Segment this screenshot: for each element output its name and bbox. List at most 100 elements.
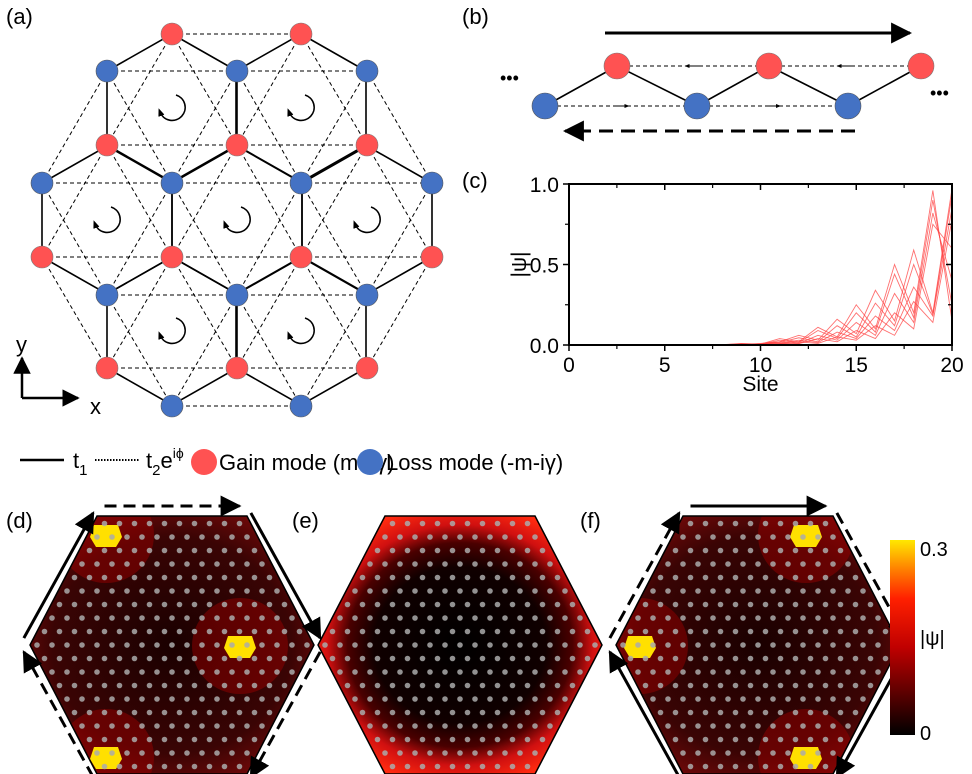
gain-site — [289, 22, 313, 46]
circulation-arrow-icon — [223, 206, 251, 234]
site-dot — [740, 669, 746, 675]
site-dot — [79, 723, 85, 729]
site-dot — [146, 574, 153, 581]
site-dot — [352, 669, 358, 675]
site-dot — [274, 615, 280, 621]
site-dot — [616, 709, 619, 716]
site-dot — [605, 750, 611, 756]
site-dot — [509, 736, 516, 743]
site-dot — [0, 710, 2, 716]
site-dot — [71, 655, 78, 662]
site-dot — [334, 561, 340, 567]
site-dot — [434, 601, 441, 608]
site-dot — [554, 655, 561, 662]
hexagon-outline — [317, 515, 603, 774]
site-dot — [583, 764, 589, 770]
site-dot — [807, 601, 814, 608]
site-dot — [554, 628, 561, 635]
site-dot — [607, 534, 613, 540]
site-dot — [337, 615, 343, 621]
site-dot — [184, 534, 190, 540]
loss-site — [355, 59, 379, 83]
site-dot — [517, 669, 523, 675]
site-dot — [374, 736, 381, 743]
site-dot — [206, 628, 213, 635]
site-dot — [725, 534, 731, 540]
site-dot — [762, 601, 769, 608]
site-dot — [176, 736, 183, 743]
site-dot — [304, 642, 310, 648]
nnn-bond — [41, 256, 108, 369]
site-dot — [710, 750, 716, 756]
site-dot — [319, 696, 325, 702]
site-dot — [943, 521, 949, 527]
site-dot — [259, 615, 265, 621]
site-dot — [830, 642, 836, 648]
site-dot — [732, 520, 739, 527]
site-dot — [131, 628, 138, 635]
site-dot — [627, 547, 634, 554]
site-dot — [547, 750, 553, 756]
site-dot — [650, 669, 656, 675]
site-dot — [101, 709, 108, 716]
site-dot — [845, 669, 851, 675]
site-dot — [524, 736, 531, 743]
site-dot — [281, 601, 288, 608]
site-dot — [875, 723, 881, 729]
edge-solid-arrow — [608, 650, 680, 774]
site-dot — [539, 547, 546, 554]
site-dot — [494, 520, 501, 527]
site-dot — [622, 723, 628, 729]
site-dot — [777, 574, 784, 581]
site-dot — [524, 601, 531, 608]
site-dot — [717, 601, 724, 608]
site-dot — [367, 534, 373, 540]
site-dot — [357, 548, 363, 554]
gain-site — [30, 245, 54, 269]
site-dot — [281, 682, 288, 689]
site-dot — [702, 574, 709, 581]
site-dot — [266, 574, 273, 581]
site-dot — [344, 655, 351, 662]
site-dot — [657, 709, 664, 716]
site-dot — [307, 723, 313, 729]
site-dot — [322, 588, 328, 594]
site-dot — [867, 520, 874, 527]
site-dot — [569, 574, 576, 581]
site-dot — [94, 669, 100, 675]
site-dot — [442, 723, 448, 729]
site-dot — [605, 615, 611, 621]
site-dot — [635, 615, 641, 621]
site-dot — [852, 601, 859, 608]
site-dot — [517, 696, 523, 702]
site-dot — [427, 642, 433, 648]
site-dot — [214, 588, 220, 594]
site-dot — [642, 628, 649, 635]
site-dot — [605, 534, 611, 540]
site-dot — [161, 547, 168, 554]
site-dot — [807, 763, 814, 770]
site-dot — [740, 642, 746, 648]
site-dot — [605, 696, 611, 702]
site-dot — [687, 601, 694, 608]
site-dot — [830, 588, 836, 594]
site-dot — [762, 655, 769, 662]
legend-t1: t1 — [73, 448, 87, 479]
site-dot — [307, 750, 313, 756]
site-dot — [359, 547, 366, 554]
site-dot — [822, 601, 829, 608]
site-dot — [837, 709, 844, 716]
site-dot — [442, 669, 448, 675]
site-dot — [184, 561, 190, 567]
edge-dashed-arrow — [249, 651, 322, 774]
site-dot — [12, 764, 18, 770]
site-dot — [289, 561, 295, 567]
site-dot — [509, 601, 516, 608]
site-dot — [928, 575, 934, 581]
site-dot — [650, 534, 656, 540]
site-dot — [607, 669, 613, 675]
site-dot — [822, 574, 829, 581]
site-dot — [830, 750, 836, 756]
site-dot — [680, 723, 686, 729]
